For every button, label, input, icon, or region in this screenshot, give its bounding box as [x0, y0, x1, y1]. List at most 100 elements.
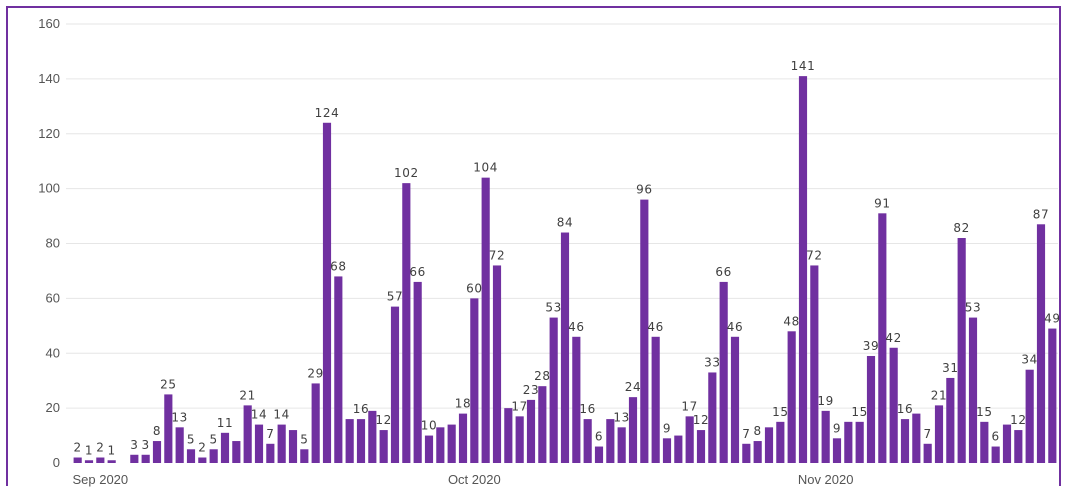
bar — [220, 432, 230, 463]
bar — [390, 306, 400, 463]
y-tick-label: 160 — [38, 16, 60, 31]
bar — [379, 430, 388, 463]
data-label: 16 — [897, 402, 913, 416]
data-label: 68 — [330, 259, 346, 273]
bar — [730, 336, 740, 463]
data-label: 14 — [251, 408, 267, 422]
bar — [504, 408, 513, 464]
bar — [866, 355, 876, 463]
data-label: 124 — [315, 106, 340, 120]
data-label: 25 — [160, 377, 176, 391]
bar — [436, 427, 445, 463]
data-label: 5 — [187, 432, 195, 446]
bar — [526, 399, 536, 463]
data-label: 5 — [210, 432, 218, 446]
bar — [991, 446, 1000, 463]
data-label: 18 — [455, 397, 471, 411]
bar — [232, 441, 241, 463]
y-tick-label: 120 — [38, 126, 60, 141]
bar — [368, 410, 377, 463]
bar — [787, 331, 796, 463]
data-label: 13 — [171, 410, 187, 424]
data-label: 16 — [353, 402, 369, 416]
bar — [764, 427, 774, 463]
data-label: 33 — [704, 355, 720, 369]
bar — [934, 405, 944, 463]
data-label: 13 — [613, 410, 629, 424]
x-axis-ticks: Sep 2020 Oct 2020 Nov 2020 — [72, 472, 853, 487]
data-label: 9 — [833, 421, 841, 435]
data-label: 66 — [409, 265, 425, 279]
data-labels: 2 1 2 1 3 38251352511211471452912468161257102… — [74, 59, 1060, 457]
bar — [742, 443, 751, 463]
bar — [662, 438, 672, 463]
bar — [549, 317, 558, 463]
bar — [776, 421, 785, 463]
bar — [538, 386, 547, 463]
data-label: 6 — [992, 430, 1000, 444]
y-tick-label: 40 — [46, 345, 60, 360]
data-label: 39 — [863, 339, 879, 353]
bar — [572, 336, 581, 463]
bar — [946, 377, 955, 463]
data-label: 17 — [681, 399, 697, 413]
data-label: 46 — [647, 320, 663, 334]
data-label: 60 — [466, 281, 482, 295]
data-label: 141 — [791, 59, 816, 73]
data-label: 24 — [625, 380, 641, 394]
bar — [617, 427, 626, 463]
bar — [186, 449, 196, 463]
bar — [345, 419, 354, 463]
bar — [334, 276, 343, 463]
bar — [413, 281, 422, 463]
bar — [583, 419, 592, 463]
y-tick-label: 20 — [46, 400, 60, 415]
bar — [141, 454, 150, 463]
data-label: 31 — [942, 361, 958, 375]
bar — [957, 238, 966, 463]
bar — [900, 419, 910, 463]
data-label: 8 — [153, 424, 161, 438]
bar — [685, 416, 694, 463]
data-label: 29 — [307, 366, 323, 380]
bar — [424, 435, 434, 463]
bar — [1036, 224, 1046, 463]
data-label: 9 — [663, 421, 671, 435]
bar — [1048, 328, 1057, 463]
data-label: 7 — [924, 427, 932, 441]
bar — [356, 419, 366, 463]
bar — [628, 397, 638, 463]
data-label: 2 — [198, 441, 206, 455]
bar — [832, 438, 842, 463]
data-label: 3 — [130, 438, 138, 452]
bar — [1002, 424, 1012, 463]
data-label: 46 — [568, 320, 584, 334]
bar — [107, 460, 116, 463]
bar — [821, 410, 830, 463]
bar — [674, 435, 683, 463]
x-tick-label: Oct 2020 — [448, 472, 501, 487]
data-label: 16 — [579, 402, 595, 416]
bar — [878, 213, 887, 463]
data-label: 12 — [693, 413, 709, 427]
bar — [96, 457, 105, 463]
bar — [980, 421, 989, 463]
y-axis-ticks: 0 20 40 60 80 100 120 140 160 — [38, 16, 60, 470]
data-label: 28 — [534, 369, 550, 383]
data-label: 72 — [806, 248, 822, 262]
bar — [844, 421, 853, 463]
data-label: 42 — [885, 331, 901, 345]
y-tick-label: 140 — [38, 71, 60, 86]
bars — [73, 76, 1057, 464]
bar — [640, 199, 649, 463]
data-label: 2 — [96, 441, 104, 455]
bar — [708, 372, 717, 463]
data-label: 102 — [394, 166, 419, 180]
data-label: 21 — [931, 388, 947, 402]
data-label: 15 — [772, 405, 788, 419]
x-tick-label: Sep 2020 — [72, 472, 128, 487]
data-label: 23 — [523, 383, 539, 397]
data-label: 82 — [953, 221, 969, 235]
bar — [243, 405, 252, 463]
y-tick-label: 80 — [46, 236, 60, 251]
